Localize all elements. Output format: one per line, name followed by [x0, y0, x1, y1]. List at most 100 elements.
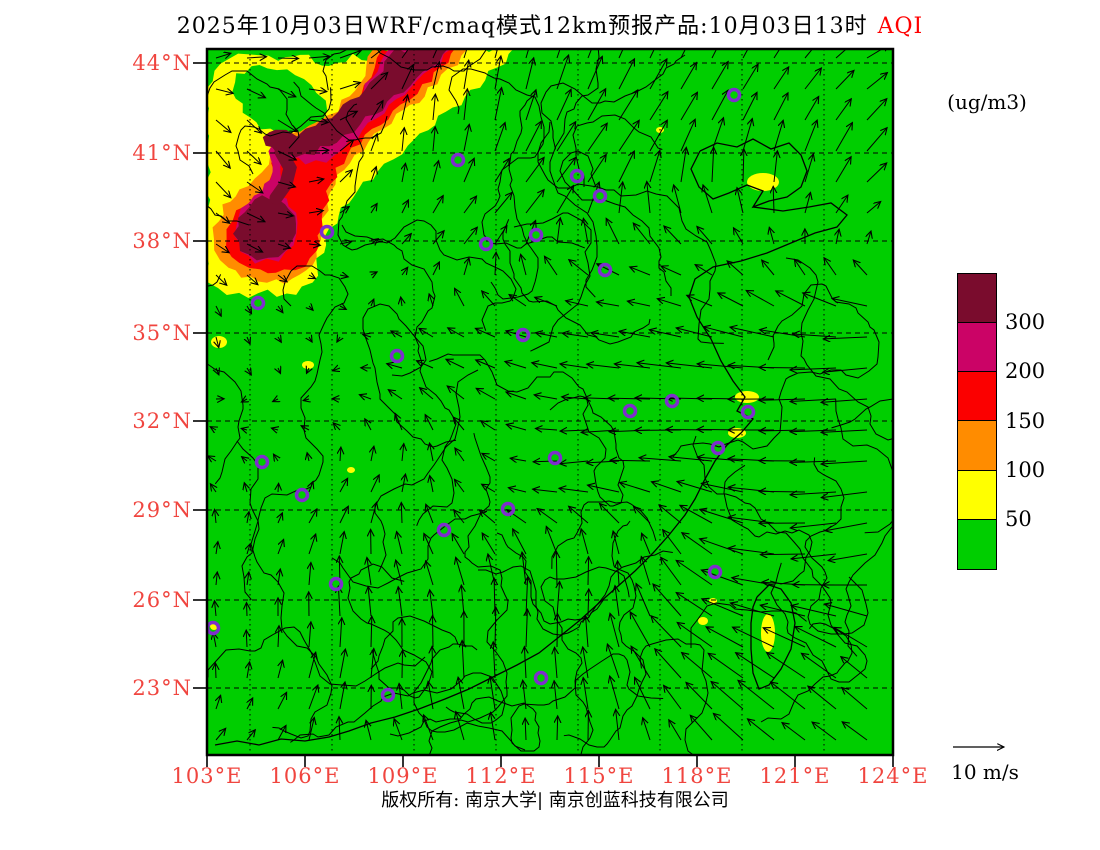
wind-arrow [620, 483, 651, 493]
wind-arrow [277, 274, 287, 282]
wind-arrow [247, 572, 249, 586]
province-boundary [322, 49, 488, 91]
wind-arrow [524, 647, 526, 679]
wind-arrow [463, 49, 468, 59]
province-boundary [513, 212, 592, 352]
province-boundary [760, 622, 853, 723]
wind-arrow [562, 333, 589, 337]
province-boundary [549, 49, 600, 298]
wind-arrow [333, 368, 340, 371]
wind-arrow [736, 653, 775, 679]
wind-arrow [366, 720, 371, 741]
wind-arrow [401, 234, 411, 245]
wind-arrow [619, 331, 651, 338]
city-marker [740, 404, 756, 420]
title-text: 2025年10月03日WRF/cmaq模式12km预报产品:10月03日13时 [176, 14, 868, 39]
wind-arrow [866, 99, 887, 121]
wind-arrow [370, 134, 377, 152]
wind-arrow [242, 457, 247, 461]
wind-arrow [649, 150, 660, 183]
wind-arrow [395, 413, 403, 431]
wind-arrow [808, 686, 837, 710]
wind-arrow [649, 92, 668, 121]
colorbar-cell [958, 323, 996, 373]
wind-arrow [597, 302, 620, 306]
wind-arrow [791, 606, 837, 617]
wind-arrow [401, 503, 402, 524]
wind-arrow [557, 218, 560, 245]
wind-arrow [682, 533, 713, 555]
wind-arrow [536, 333, 558, 337]
wind-arrow [246, 212, 265, 222]
wind-arrow [475, 328, 496, 338]
wind-arrow [367, 558, 371, 586]
wind-arrow [339, 111, 357, 121]
wind-arrow [455, 288, 465, 307]
wind-arrow [823, 367, 868, 372]
wind-arrow [494, 123, 505, 152]
province-boundary [290, 672, 506, 743]
wind-arrow [338, 586, 340, 617]
wind-arrow [494, 56, 501, 90]
wind-arrow [308, 56, 330, 58]
wind-arrow [247, 662, 250, 679]
wind-arrow [866, 49, 889, 59]
wind-arrow [686, 682, 713, 710]
wind-arrow [676, 560, 713, 586]
wind-arrow [339, 275, 348, 277]
city-marker [710, 440, 726, 456]
wind-arrow [495, 252, 496, 276]
wind-arrow [278, 483, 279, 493]
wind-arrow [308, 244, 320, 245]
wind-arrow [215, 243, 229, 253]
wind-arrow [417, 361, 434, 369]
wind-arrow [760, 554, 806, 555]
wind-arrow [835, 99, 851, 121]
wind-arrow [773, 93, 788, 121]
wind-arrow [432, 49, 438, 59]
aqi-contour-green-1 [232, 65, 328, 136]
wind-arrow [652, 482, 682, 493]
aqi-contour-neck [269, 145, 297, 205]
wind-arrow [309, 482, 313, 493]
wind-arrow [711, 118, 724, 152]
wind-arrow [246, 119, 262, 133]
wind-arrow [453, 417, 465, 431]
wind-arrow [463, 227, 477, 245]
province-boundary [337, 103, 517, 331]
wind-arrow [737, 188, 744, 214]
wind-arrow [365, 419, 371, 431]
wind-arrow [630, 267, 651, 276]
wind-arrow [339, 682, 345, 710]
wind-arrow [635, 677, 651, 710]
wind-arrow [370, 73, 388, 90]
wind-arrow [458, 677, 465, 710]
wind-arrow [493, 642, 495, 679]
wind-arrow [615, 586, 619, 617]
province-boundary [804, 457, 869, 635]
wind-arrow [636, 584, 651, 617]
wind-arrow [619, 182, 623, 214]
wind-arrow [866, 163, 887, 183]
province-boundary [448, 68, 585, 249]
wind-arrow [791, 553, 837, 559]
wind-arrow [607, 644, 620, 679]
wind-arrow [706, 627, 744, 648]
wind-arrow [821, 491, 868, 498]
wind-arrow [587, 56, 602, 90]
wind-arrow [804, 49, 814, 59]
wind-arrow [426, 504, 434, 524]
wind-arrow [339, 649, 345, 679]
wind-arrow [426, 561, 434, 586]
wind-arrow [337, 337, 340, 342]
wind-arrow [586, 616, 589, 648]
city-marker [622, 403, 638, 419]
title-pollutant: AQI [877, 14, 924, 39]
wind-arrow [742, 64, 758, 90]
map-frame [205, 47, 895, 757]
wind-arrow [247, 368, 251, 375]
wind-arrow [402, 474, 406, 493]
wind-arrow [215, 274, 227, 285]
wind-arrow [618, 49, 624, 59]
wind-arrow [308, 685, 318, 710]
